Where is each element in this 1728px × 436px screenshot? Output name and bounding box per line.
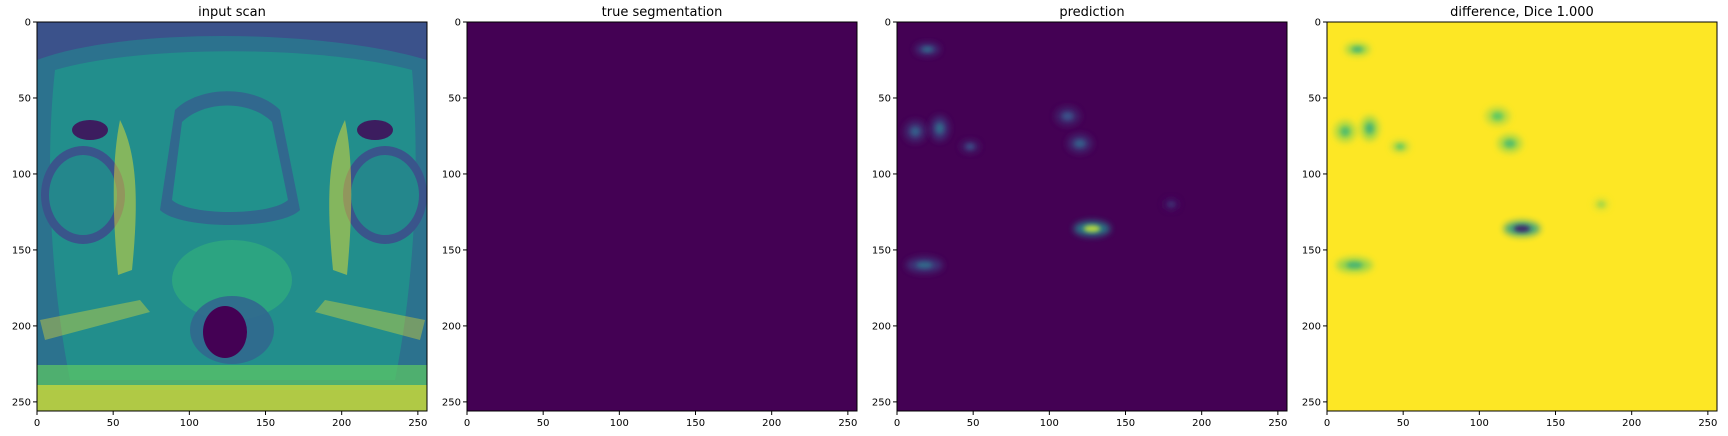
y-tick-label: 200 — [12, 321, 31, 332]
y-axis: 0 50 100 150 200 250 — [1302, 18, 1327, 408]
axes-frame — [1326, 21, 1718, 412]
x-tick-label: 50 — [1397, 418, 1410, 429]
hotspot-core — [966, 143, 975, 150]
x-tick-label: 50 — [537, 418, 550, 429]
hotspot-core — [1504, 139, 1516, 148]
x-tick-label: 100 — [1040, 418, 1059, 429]
y-tick-label: 50 — [18, 93, 31, 104]
heatmap-difference — [1327, 22, 1717, 411]
x-tick-label: 100 — [610, 418, 629, 429]
y-tick-label: 150 — [1302, 245, 1321, 256]
x-tick-label: 200 — [762, 418, 781, 429]
y-tick-label: 50 — [448, 93, 461, 104]
x-axis: 0 50 100 150 200 250 — [894, 411, 1287, 429]
x-axis: 0 50 100 150 200 250 — [1324, 411, 1717, 429]
axes-frame — [36, 21, 428, 412]
difference-hotspots — [1334, 43, 1609, 273]
hotspot-core — [921, 46, 933, 53]
y-tick-label: 50 — [1308, 93, 1321, 104]
y-tick-label: 250 — [12, 397, 31, 408]
y-tick-label: 0 — [455, 18, 461, 29]
hotspot-core — [1346, 261, 1363, 269]
hotspot-core — [1167, 201, 1175, 208]
y-tick-label: 100 — [12, 169, 31, 180]
x-axis: 0 50 100 150 200 250 — [34, 411, 427, 429]
hotspot-core — [1062, 112, 1074, 121]
y-tick-label: 250 — [872, 397, 891, 408]
y-tick-label: 50 — [878, 93, 891, 104]
x-tick-label: 0 — [894, 418, 900, 429]
y-tick-label: 200 — [872, 321, 891, 332]
x-tick-label: 250 — [408, 418, 427, 429]
x-tick-label: 200 — [1192, 418, 1211, 429]
x-tick-label: 200 — [1622, 418, 1641, 429]
y-tick-label: 0 — [1315, 18, 1321, 29]
hotspot-core — [1074, 139, 1086, 148]
y-tick-label: 100 — [872, 169, 891, 180]
hotspot-core — [935, 122, 944, 134]
chart-title: prediction — [1059, 5, 1124, 20]
prediction-hotspots — [904, 43, 1179, 273]
hotspot-core — [1365, 122, 1374, 134]
panel-difference: difference, Dice 1.000 0 50 100 150 200 250 0… — [1302, 5, 1718, 429]
hotspot-core — [1597, 201, 1605, 208]
hotspot-core — [1513, 225, 1531, 233]
x-tick-label: 0 — [34, 418, 40, 429]
y-tick-label: 200 — [1302, 321, 1321, 332]
x-tick-label: 50 — [967, 418, 980, 429]
x-tick-label: 150 — [256, 418, 275, 429]
hotspot-core — [1083, 225, 1101, 233]
y-axis: 0 50 100 150 200 250 — [872, 18, 897, 408]
x-tick-label: 150 — [686, 418, 705, 429]
y-tick-label: 0 — [25, 18, 31, 29]
hotspot-core — [910, 126, 921, 137]
x-tick-label: 50 — [107, 418, 120, 429]
x-tick-label: 250 — [1268, 418, 1287, 429]
heatmap-true-segmentation — [467, 22, 857, 411]
heatmap-input-scan — [37, 22, 427, 411]
y-tick-label: 100 — [442, 169, 461, 180]
x-axis: 0 50 100 150 200 250 — [464, 411, 857, 429]
hotspot-core — [916, 261, 933, 269]
y-tick-label: 100 — [1302, 169, 1321, 180]
hotspot-core — [1351, 46, 1363, 53]
chart-title: input scan — [198, 5, 266, 20]
y-tick-label: 250 — [442, 397, 461, 408]
x-tick-label: 200 — [332, 418, 351, 429]
y-tick-label: 150 — [442, 245, 461, 256]
hotspot-core — [1492, 112, 1504, 121]
y-tick-label: 200 — [442, 321, 461, 332]
y-tick-label: 150 — [872, 245, 891, 256]
y-tick-label: 250 — [1302, 397, 1321, 408]
y-axis: 0 50 100 150 200 250 — [12, 18, 37, 408]
hotspot-core — [1340, 126, 1351, 137]
hotspot-core — [1396, 143, 1405, 150]
x-tick-label: 0 — [1324, 418, 1330, 429]
panel-prediction: prediction 0 50 100 150 200 250 0 50 100 150 200 2… — [872, 5, 1288, 429]
x-tick-label: 0 — [464, 418, 470, 429]
panel-input-scan: input scan — [12, 5, 428, 429]
x-tick-label: 250 — [838, 418, 857, 429]
x-tick-label: 150 — [1116, 418, 1135, 429]
x-tick-label: 250 — [1698, 418, 1717, 429]
y-tick-label: 0 — [885, 18, 891, 29]
y-tick-label: 150 — [12, 245, 31, 256]
x-tick-label: 150 — [1546, 418, 1565, 429]
axes-frame — [466, 21, 858, 412]
panel-true-segmentation: true segmentation 0 50 100 150 200 250 0 50 100… — [442, 5, 858, 429]
x-tick-label: 100 — [180, 418, 199, 429]
heatmap-prediction — [897, 22, 1287, 411]
x-tick-label: 100 — [1470, 418, 1489, 429]
axes-frame — [896, 21, 1288, 412]
y-axis: 0 50 100 150 200 250 — [442, 18, 467, 408]
chart-title: true segmentation — [602, 5, 723, 20]
chart-title: difference, Dice 1.000 — [1450, 5, 1594, 20]
